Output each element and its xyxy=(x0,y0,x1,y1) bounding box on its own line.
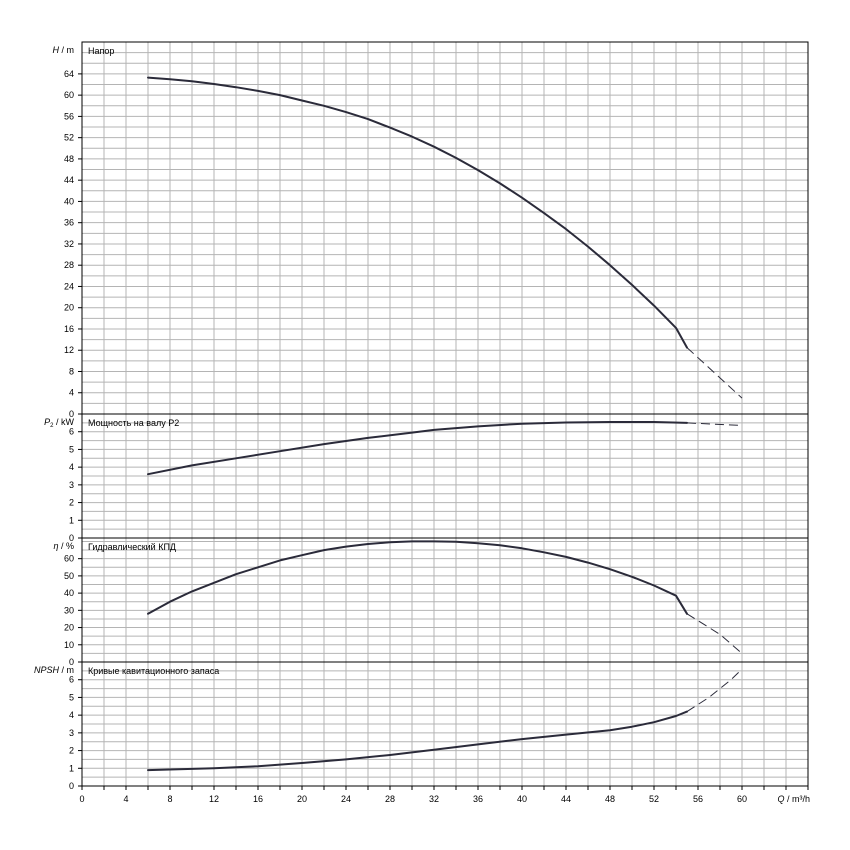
y-axis-label: H / m xyxy=(52,45,74,55)
y-tick-label: 5 xyxy=(69,444,74,454)
y-tick-label: 28 xyxy=(64,260,74,270)
y-tick-label: 56 xyxy=(64,111,74,121)
power-curve-extension xyxy=(686,422,743,426)
y-tick-label: 40 xyxy=(64,588,74,598)
y-tick-label: 30 xyxy=(64,605,74,615)
panel-title: Напор xyxy=(88,46,114,56)
x-tick-label: 52 xyxy=(649,794,659,804)
x-tick-label: 0 xyxy=(79,794,84,804)
x-tick-label: 40 xyxy=(517,794,527,804)
y-tick-label: 20 xyxy=(64,303,74,313)
panel-title: Гидравлический КПД xyxy=(88,542,176,552)
y-tick-label: 1 xyxy=(69,763,74,773)
y-tick-label: 16 xyxy=(64,324,74,334)
x-tick-label: 56 xyxy=(693,794,703,804)
y-tick-label: 36 xyxy=(64,218,74,228)
y-tick-label: 5 xyxy=(69,692,74,702)
y-tick-label: 64 xyxy=(64,69,74,79)
y-tick-label: 52 xyxy=(64,133,74,143)
y-tick-label: 3 xyxy=(69,480,74,490)
y-tick-label: 4 xyxy=(69,462,74,472)
y-axis-unit: kW xyxy=(61,417,75,427)
head-curve xyxy=(147,76,688,349)
y-tick-label: 0 xyxy=(69,657,74,667)
y-tick-label: 20 xyxy=(64,623,74,633)
x-tick-label: 28 xyxy=(385,794,395,804)
x-tick-label: 4 xyxy=(123,794,128,804)
x-tick-label: 44 xyxy=(561,794,571,804)
y-tick-label: 4 xyxy=(69,710,74,720)
y-axis-unit: m xyxy=(67,45,75,55)
y-tick-label: 10 xyxy=(64,640,74,650)
y-axis-symbol: P xyxy=(44,417,50,427)
y-tick-label: 3 xyxy=(69,728,74,738)
y-tick-label: 44 xyxy=(64,175,74,185)
y-axis-unit: m xyxy=(67,665,75,675)
y-axis-subscript: 2 xyxy=(50,423,54,429)
y-tick-label: 0 xyxy=(69,533,74,543)
y-tick-label: 0 xyxy=(69,409,74,419)
x-tick-label: 60 xyxy=(737,794,747,804)
power-curve xyxy=(147,421,688,476)
x-tick-label: 20 xyxy=(297,794,307,804)
y-tick-label: 60 xyxy=(64,90,74,100)
y-tick-label: 6 xyxy=(69,427,74,437)
efficiency-curve xyxy=(147,540,688,615)
y-axis-symbol: η xyxy=(53,541,58,551)
x-axis: 0 4 8 12 16 20 24 28 32 36 40 44 48 52 56 60 Q / m³/h xyxy=(79,786,810,804)
x-tick-label: 24 xyxy=(341,794,351,804)
panel-efficiency: 0 10 20 30 40 50 60 η / % Гидравлический КПД xyxy=(53,537,808,667)
y-tick-label: 48 xyxy=(64,154,74,164)
x-tick-label: 8 xyxy=(167,794,172,804)
y-axis-symbol: NPSH xyxy=(34,665,60,675)
y-tick-label: 2 xyxy=(69,498,74,508)
y-tick-label: 50 xyxy=(64,571,74,581)
x-axis-unit: / m³/h xyxy=(784,794,810,804)
plot-frame xyxy=(81,41,809,787)
x-tick-label: 32 xyxy=(429,794,439,804)
y-tick-label: 1 xyxy=(69,515,74,525)
y-tick-label: 0 xyxy=(69,781,74,791)
y-axis-label: P2 / kW xyxy=(44,417,74,429)
head-curve-extension xyxy=(686,347,743,399)
x-tick-label: 48 xyxy=(605,794,615,804)
npsh-curve xyxy=(147,710,688,772)
panel-title: Мощность на валу P2 xyxy=(88,418,179,428)
y-axis-label: η / % xyxy=(53,541,74,551)
y-axis-label: NPSH / m xyxy=(34,665,74,675)
y-tick-label: 2 xyxy=(69,746,74,756)
y-tick-label: 12 xyxy=(64,345,74,355)
y-tick-label: 40 xyxy=(64,196,74,206)
y-tick-label: 4 xyxy=(69,388,74,398)
x-axis-symbol: Q xyxy=(777,794,784,804)
y-tick-label: 60 xyxy=(64,554,74,564)
panel-title: Кривые кавитационного запаса xyxy=(88,666,219,676)
y-tick-label: 32 xyxy=(64,239,74,249)
y-axis-symbol: H xyxy=(52,45,59,55)
x-axis-label: Q / m³/h xyxy=(777,794,810,804)
y-tick-label: 24 xyxy=(64,281,74,291)
efficiency-curve-extension xyxy=(686,613,743,654)
panel-power: 0 1 2 3 4 5 6P2 / kW Мощность на валу P2 xyxy=(44,413,808,543)
npsh-curve-extension xyxy=(686,668,743,713)
x-tick-label: 16 xyxy=(253,794,263,804)
y-axis-unit: % xyxy=(66,541,74,551)
y-tick-label: 6 xyxy=(69,675,74,685)
x-tick-label: 12 xyxy=(209,794,219,804)
x-tick-label: 36 xyxy=(473,794,483,804)
y-tick-label: 8 xyxy=(69,366,74,376)
